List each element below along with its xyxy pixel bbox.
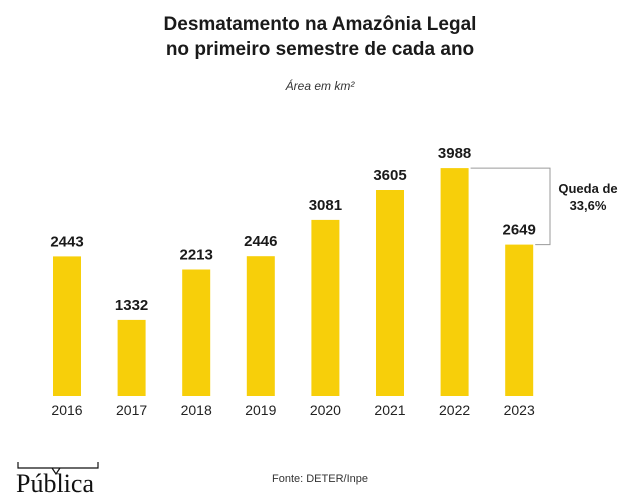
value-label-2022: 3988 — [438, 145, 471, 162]
x-tick-label-2016: 2016 — [51, 402, 82, 418]
value-label-2021: 3605 — [373, 167, 406, 184]
logo-speech-mark — [17, 462, 99, 476]
bars-group: 2443 2016 1332 2017 2213 2018 2446 2019 3081 2020… — [50, 145, 536, 418]
logo-text: Pública — [16, 469, 94, 496]
chart-subtitle: Área em km² — [285, 78, 356, 93]
annotation-label-line-2: 33,6% — [570, 198, 607, 213]
x-tick-label-2017: 2017 — [116, 402, 147, 418]
value-label-2018: 2213 — [180, 247, 213, 264]
bar-2017 — [117, 319, 146, 396]
publica-logo: Pública — [16, 462, 99, 496]
source-note: Fonte: DETER/Inpe — [272, 473, 368, 485]
bar-2021 — [376, 190, 404, 396]
value-label-2019: 2446 — [244, 233, 277, 250]
value-label-2017: 1332 — [115, 297, 148, 314]
annotation-label-line-1: Queda de — [558, 181, 617, 196]
bar-2019 — [246, 256, 275, 396]
chart-title-line-1: Desmatamento na Amazônia Legal — [164, 14, 477, 35]
bar-2018 — [182, 269, 211, 396]
x-tick-label-2019: 2019 — [245, 402, 276, 418]
value-label-2020: 3081 — [309, 197, 342, 214]
x-tick-label-2022: 2022 — [439, 402, 470, 418]
x-tick-label-2021: 2021 — [374, 402, 405, 418]
value-label-2016: 2443 — [50, 233, 83, 250]
bar-2020 — [311, 219, 340, 396]
chart-title-line-2: no primeiro semestre de cada ano — [166, 39, 474, 60]
bar-2023 — [505, 244, 534, 396]
value-label-2023: 2649 — [503, 222, 536, 239]
bar-2016 — [53, 256, 81, 396]
bar-2022 — [440, 168, 469, 396]
bracket-line — [470, 167, 551, 246]
x-tick-label-2020: 2020 — [310, 402, 341, 418]
x-tick-label-2023: 2023 — [504, 402, 535, 418]
annotation-bracket — [470, 167, 551, 246]
x-tick-label-2018: 2018 — [181, 402, 212, 418]
